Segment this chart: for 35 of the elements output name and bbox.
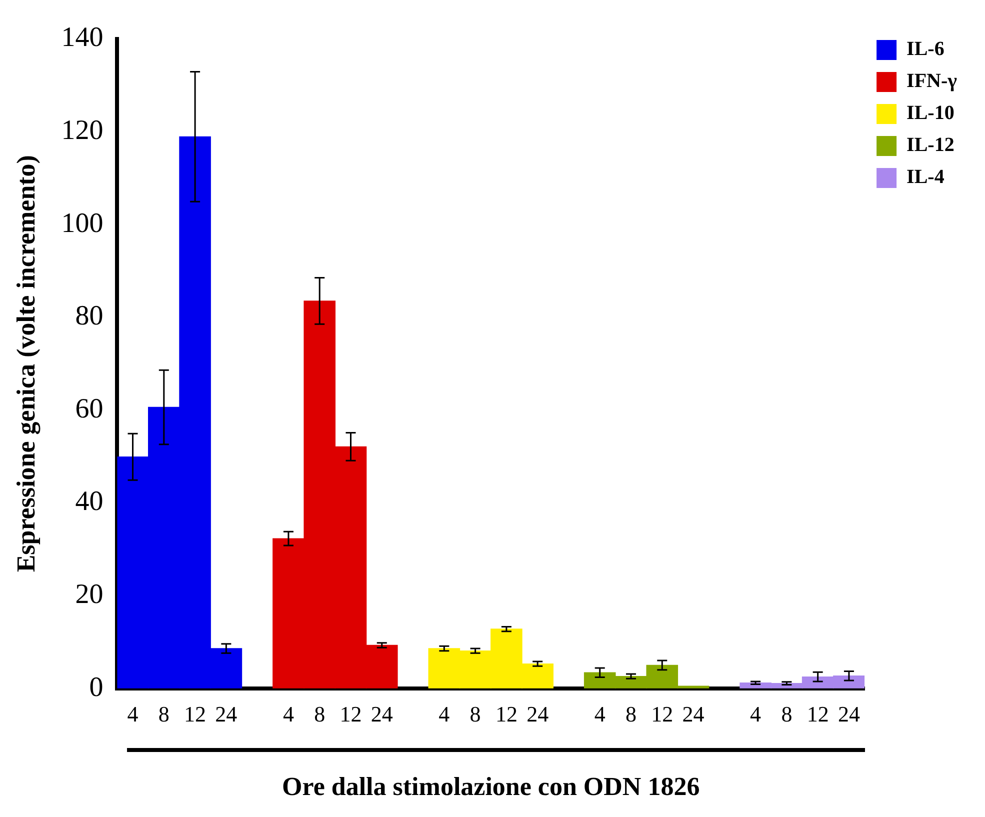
legend-label: IFN-γ (906, 70, 958, 92)
x-tick-label: 8 (781, 701, 792, 726)
x-tick-label: 12 (806, 701, 829, 726)
legend-label: IL-6 (906, 38, 944, 60)
x-tick-label: 8 (314, 701, 326, 726)
x-tick-label: 12 (495, 701, 518, 726)
x-tick-label: 24 (370, 701, 393, 726)
x-tick-label: 12 (184, 701, 206, 726)
legend-label: IL-12 (906, 134, 954, 156)
y-tick-label: 140 (61, 22, 104, 54)
x-tick-label: 24 (838, 701, 860, 726)
y-axis-title: Espressione genica (volte incremento) (11, 155, 40, 572)
y-tick-label: 120 (61, 114, 104, 146)
x-tick-label: 4 (438, 701, 450, 726)
legend-label: IL-4 (906, 166, 944, 188)
x-tick-label: 24 (682, 701, 704, 726)
x-tick-label: 4 (594, 701, 606, 726)
x-axis-title: Ore dalla stimolazione con ODN 1826 (282, 772, 700, 802)
x-tick-label: 24 (526, 701, 549, 726)
y-tick-label: 60 (75, 393, 104, 424)
y-tick-label: 40 (75, 486, 104, 518)
legend-label: IL-10 (906, 102, 954, 124)
x-tick-label: 12 (651, 701, 674, 726)
x-tick-label: 4 (282, 701, 294, 726)
x-tick-label: 8 (158, 701, 170, 726)
y-tick-label: 20 (75, 578, 104, 610)
y-tick-label: 0 (89, 672, 104, 703)
x-tick-label: 4 (750, 701, 762, 726)
x-tick-label: 12 (340, 701, 362, 726)
y-tick-label: 100 (61, 208, 104, 239)
x-tick-label: 8 (470, 701, 481, 726)
x-tick-label: 24 (215, 701, 238, 726)
x-tick-label: 4 (127, 701, 138, 726)
x-tick-label: 8 (625, 701, 636, 726)
y-tick-label: 80 (75, 300, 104, 332)
